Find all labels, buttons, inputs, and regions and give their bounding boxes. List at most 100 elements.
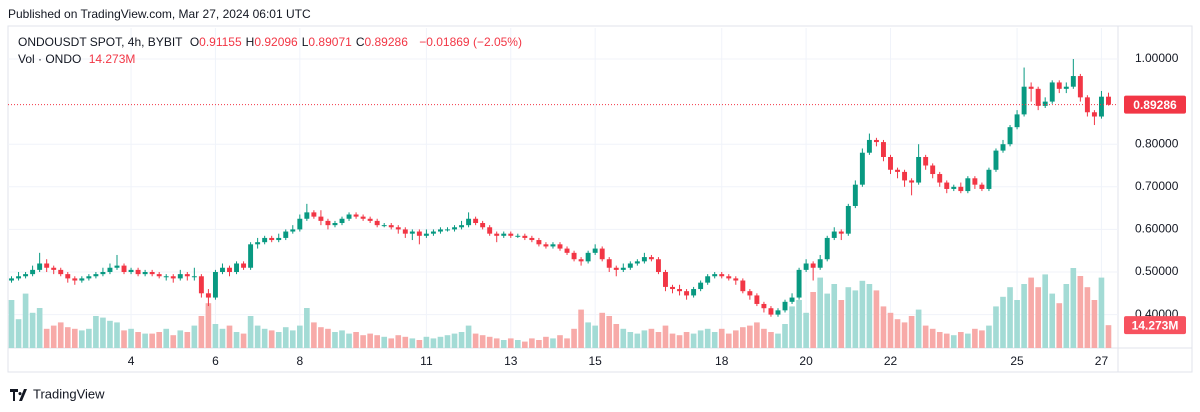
candle-body (522, 235, 528, 238)
volume-bar (887, 312, 894, 348)
volume-bar (711, 332, 718, 348)
volume-bar (761, 328, 767, 348)
volume-bar (585, 322, 591, 348)
candle-body (128, 269, 134, 273)
candle-body (965, 178, 971, 192)
candle-body (1056, 82, 1062, 89)
last-price-label: 0.89286 (1133, 98, 1177, 112)
x-tick-label: 4 (128, 354, 135, 368)
x-tick-label: 11 (420, 354, 433, 368)
candle-body (437, 229, 443, 232)
x-tick-label: 15 (588, 354, 602, 368)
volume-bar (782, 324, 788, 348)
candle-body (1000, 144, 1006, 151)
candle-body (747, 291, 753, 296)
last-volume-box (1124, 316, 1186, 335)
volume-bar (486, 336, 493, 348)
candle-body (184, 274, 190, 277)
volume-bar (1028, 277, 1034, 348)
volume-bar (986, 325, 992, 348)
candle-body (381, 225, 387, 227)
ohlc-label: H (245, 35, 255, 49)
volume-bar (922, 325, 929, 348)
volume-bars (8, 268, 1112, 348)
x-tick-label: 18 (715, 354, 729, 368)
volume-bar (1091, 300, 1098, 348)
volume-bar (233, 332, 240, 348)
ohlc-label: C (355, 35, 365, 49)
candle-body (655, 259, 661, 273)
candle-body (564, 248, 570, 253)
candle-body (473, 218, 479, 224)
candle-body (691, 289, 697, 296)
candle-body (663, 272, 668, 287)
volume-bar (304, 308, 310, 348)
volume-bar (444, 335, 451, 348)
candle-body (536, 240, 542, 245)
ohlc-label: L (301, 35, 309, 49)
volume-bar (149, 333, 155, 348)
candle-body (149, 272, 155, 275)
volume-bar (1042, 274, 1049, 348)
volume-bar (325, 328, 331, 348)
volume-bar (803, 312, 809, 348)
volume-bar (381, 336, 388, 348)
candle-body (740, 280, 746, 292)
volume-bar (613, 324, 620, 348)
volume-bar (979, 330, 985, 348)
candle-body (100, 272, 106, 275)
brand: TradingView (33, 386, 105, 401)
volume-bar (768, 332, 774, 348)
candle-body (761, 303, 767, 309)
volume-bar (725, 333, 732, 348)
volume-bar (873, 290, 880, 348)
volume-bar (226, 325, 233, 348)
volume-bar (318, 327, 324, 348)
candle-body (234, 263, 239, 273)
volume-bar (958, 332, 964, 348)
candle-body (30, 269, 36, 275)
candle-body (571, 252, 577, 260)
volume-bar (1049, 293, 1056, 348)
candle-body (262, 237, 268, 243)
volume-bar (592, 325, 598, 348)
volume-bar (15, 319, 22, 348)
candle-body (1070, 76, 1076, 87)
candle-body (775, 310, 781, 315)
candle-body (895, 169, 900, 172)
volume-bar (965, 333, 971, 348)
volume-bar (529, 338, 535, 348)
volume-bar (557, 335, 563, 348)
candle-body (198, 276, 204, 294)
x-tick-label: 20 (799, 354, 813, 368)
volume-bar (8, 300, 15, 348)
volume-bar (100, 317, 106, 348)
candle-body (93, 274, 99, 277)
volume-bar (1007, 287, 1013, 348)
candle-body (944, 182, 950, 189)
candle-body (902, 171, 908, 181)
volume-bar (1105, 325, 1112, 348)
last-price-box (1124, 95, 1186, 114)
volume-bar (543, 336, 549, 348)
candle-body (515, 235, 521, 237)
volume-bar (929, 328, 936, 348)
candle-body (1028, 86, 1034, 89)
volume-bar (409, 338, 416, 348)
candle-body (613, 267, 619, 270)
candle-body (220, 267, 225, 273)
candle-body (796, 269, 802, 298)
ohlc-value: 0.89071 (308, 35, 352, 49)
volume-bar (128, 328, 134, 348)
volume-bar (43, 328, 50, 348)
candle-body (297, 218, 303, 230)
x-tick-label: 22 (884, 354, 898, 368)
published: Published on TradingView.com, Mar 27, 20… (8, 7, 311, 21)
volume-bar (191, 325, 198, 348)
volume-bar (57, 322, 64, 348)
candle-body (16, 276, 22, 279)
volume-bar (655, 332, 662, 348)
candle-body (325, 220, 331, 226)
volume-bar (121, 330, 127, 348)
volume-bar (824, 293, 831, 348)
